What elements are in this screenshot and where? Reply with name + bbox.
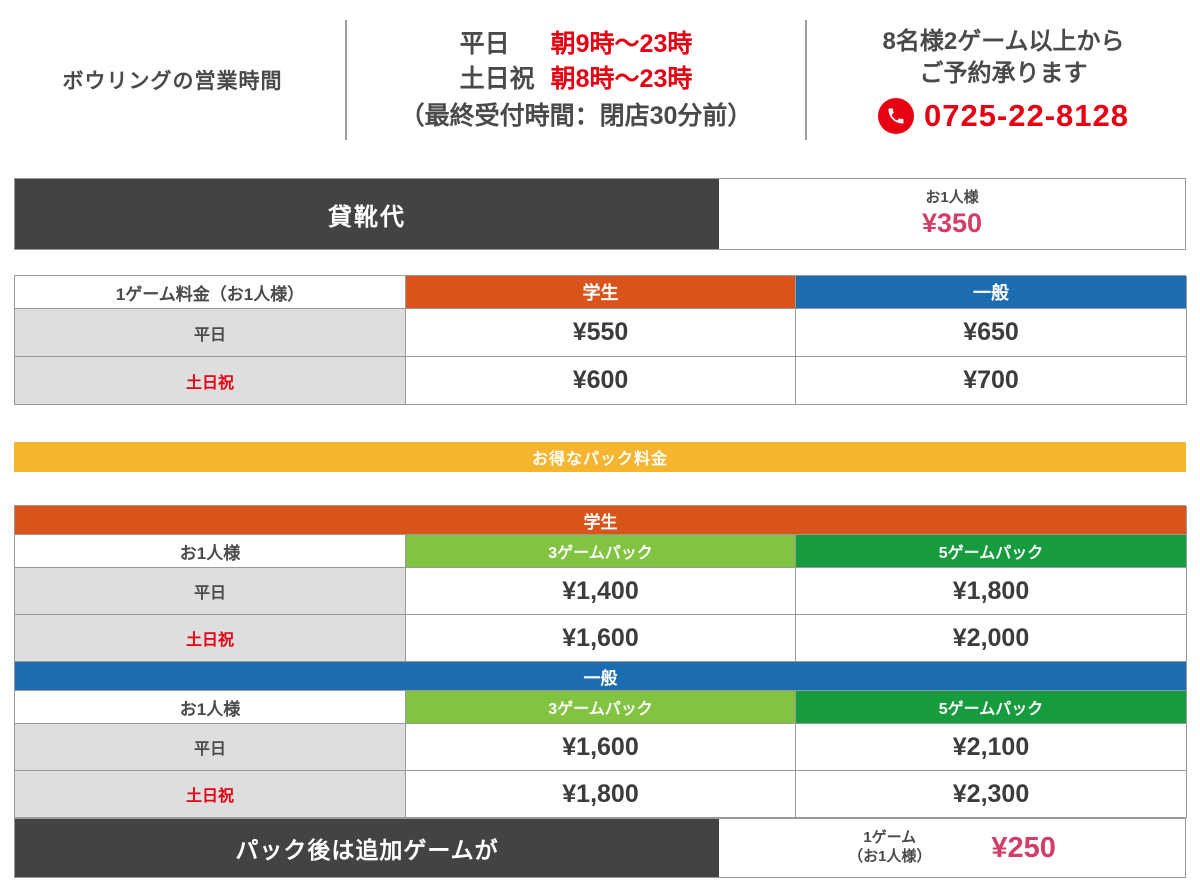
pack-general-header-unit: お1人様 (15, 691, 406, 724)
pack-general-header-3game: 3ゲームパック (406, 691, 796, 724)
hours-weekday-label: 平日 (459, 29, 510, 58)
single-game-price-table: 1ゲーム料金（お1人様） 学生 一般 平日 ¥550 ¥650 土日祝 ¥600… (14, 275, 1187, 405)
pack-general-weekday-5game-price: ¥2,100 (796, 724, 1187, 771)
business-hours-block: 平日 朝9時～23時 土日祝 朝8時～23時 （最終受付時間：閉店30分前） (347, 27, 805, 134)
pack-student-header-5game: 5ゲームパック (796, 535, 1187, 568)
single-game-header-student: 学生 (406, 276, 796, 309)
single-game-weekday-student-price: ¥550 (406, 309, 796, 357)
reservation-block: 8名様2ゲーム以上から ご予約承ります 0725-22-8128 (807, 26, 1200, 135)
pack-general-band: 一般 (15, 662, 1187, 691)
pack-student-band: 学生 (15, 506, 1187, 535)
hours-weekend-label: 土日祝 (459, 64, 535, 93)
page-header: ボウリングの営業時間 平日 朝9時～23時 土日祝 朝8時～23時 （最終受付時… (0, 0, 1200, 160)
extra-game-unit-line1: 1ゲーム (863, 829, 917, 847)
pack-general-weekend-label: 土日祝 (15, 771, 406, 818)
reservation-line1: 8名様2ゲーム以上から (882, 27, 1125, 55)
pack-student-header-3game: 3ゲームパック (406, 535, 796, 568)
pack-general-weekend-3game-price: ¥1,800 (406, 771, 796, 818)
hours-grid: 平日 朝9時～23時 土日祝 朝8時～23時 (460, 27, 693, 97)
shoe-rental-unit: お1人様 (925, 188, 979, 206)
single-game-weekend-student-price: ¥600 (406, 357, 796, 405)
shoe-rental-label: 貸靴代 (15, 179, 719, 249)
last-reception-note: （最終受付時間：閉店30分前） (399, 101, 753, 130)
pack-student-weekend-5game-price: ¥2,000 (796, 615, 1187, 662)
extra-game-unit: 1ゲーム （お1人様） (848, 829, 931, 867)
extra-game-price-cell: 1ゲーム （お1人様） ¥250 (719, 819, 1185, 877)
single-game-weekday-label: 平日 (15, 309, 406, 357)
pack-student-weekend-3game-price: ¥1,600 (406, 615, 796, 662)
pack-general-header-5game: 5ゲームパック (796, 691, 1187, 724)
hours-weekday-time: 朝9時～23時 (550, 29, 693, 58)
header-divider-left (345, 20, 347, 140)
shoe-rental-price: ¥350 (921, 208, 983, 239)
reservation-line2: ご予約承ります (919, 60, 1088, 87)
single-game-weekend-label: 土日祝 (15, 357, 406, 405)
header-divider-right (805, 20, 807, 140)
single-game-header-general: 一般 (796, 276, 1187, 309)
extra-game-unit-line2: （お1人様） (848, 848, 932, 865)
single-game-weekend-general-price: ¥700 (796, 357, 1187, 405)
single-game-header-title: 1ゲーム料金（お1人様） (15, 276, 406, 309)
business-hours-title: ボウリングの営業時間 (62, 70, 283, 93)
single-game-weekday-general-price: ¥650 (796, 309, 1187, 357)
hours-weekend-time: 朝8時～23時 (550, 64, 693, 93)
extra-game-label: パック後は追加ゲームが (15, 819, 719, 877)
shoe-rental-row: 貸靴代 お1人様 ¥350 (14, 178, 1186, 250)
pack-general-weekend-5game-price: ¥2,300 (796, 771, 1187, 818)
pack-student-weekday-label: 平日 (15, 568, 406, 615)
pack-general-weekday-label: 平日 (15, 724, 406, 771)
pack-student-weekday-5game-price: ¥1,800 (796, 568, 1187, 615)
phone-icon (877, 98, 914, 135)
pack-price-banner: お得なパック料金 (14, 442, 1186, 472)
pack-student-weekend-label: 土日祝 (15, 615, 406, 662)
pack-student-header-unit: お1人様 (15, 535, 406, 568)
business-hours-title-block: ボウリングの営業時間 (0, 65, 345, 95)
extra-game-row: パック後は追加ゲームが 1ゲーム （お1人様） ¥250 (14, 818, 1186, 878)
pack-student-weekday-3game-price: ¥1,400 (406, 568, 796, 615)
pack-general-weekday-3game-price: ¥1,600 (406, 724, 796, 771)
shoe-rental-price-cell: お1人様 ¥350 (719, 179, 1185, 249)
extra-game-price: ¥250 (991, 831, 1056, 864)
phone-number[interactable]: 0725-22-8128 (923, 98, 1130, 134)
pack-price-table: 学生 お1人様 3ゲームパック 5ゲームパック 平日 ¥1,400 ¥1,800… (14, 505, 1187, 818)
phone-row[interactable]: 0725-22-8128 (877, 98, 1130, 135)
